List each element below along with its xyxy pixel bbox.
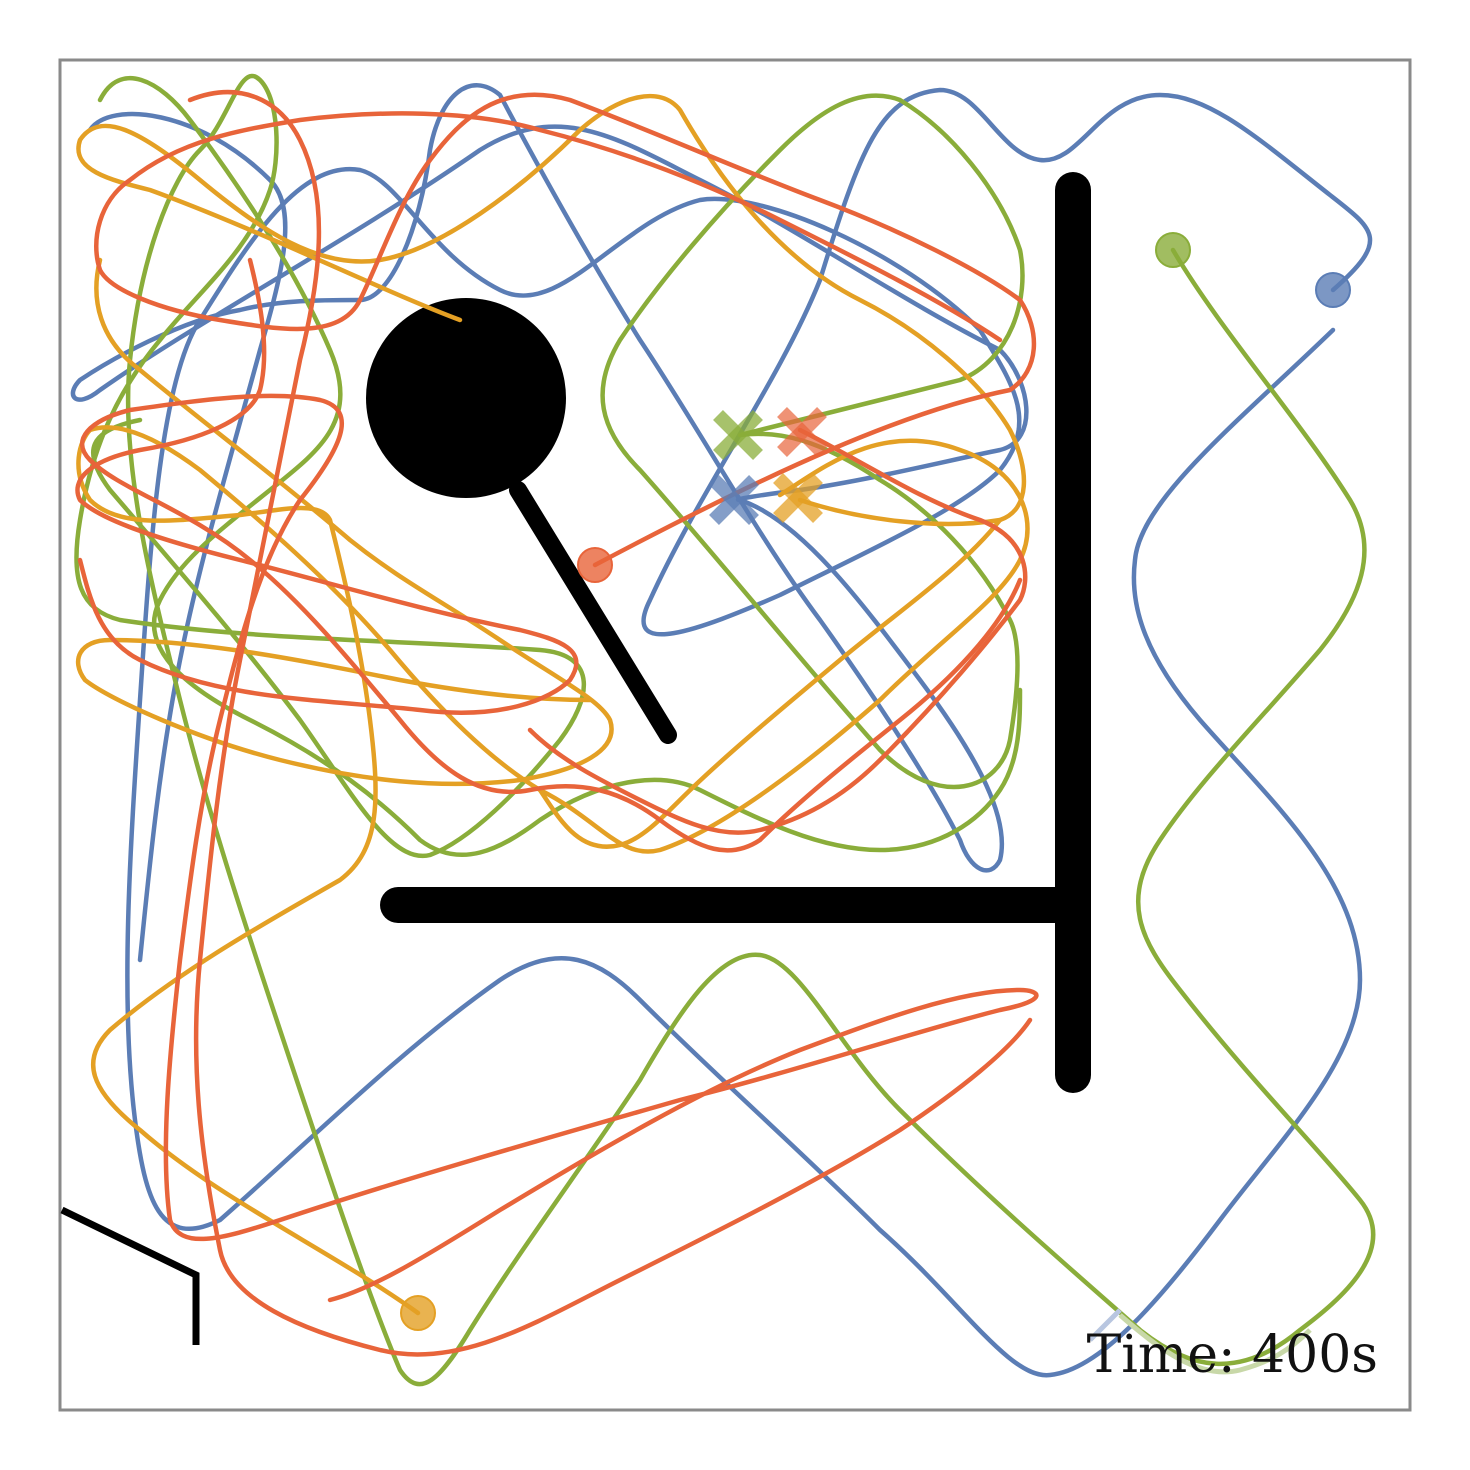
obstacles: [60, 172, 1091, 1345]
faded-trajectory-tail: [1118, 1313, 1312, 1375]
blue-agent-circle-icon: [1315, 272, 1351, 308]
time-label: Time: 400s: [1087, 1325, 1378, 1385]
orange-agent-circle-icon: [400, 1295, 436, 1331]
trajectories: [70, 73, 1376, 1387]
orange-trajectory-2: [76, 94, 1027, 527]
orange-goal-x-icon: [773, 473, 823, 523]
blue-goal-x-icon: [709, 475, 759, 525]
goal-markers: [709, 407, 827, 525]
red-agent-circle-icon: [577, 547, 613, 583]
green-goal-x-icon: [713, 410, 763, 460]
orange-trajectory-4: [537, 517, 1003, 849]
plot-frame: [58, 58, 1412, 1412]
orange-trajectory: [76, 425, 1030, 1316]
agent-markers: [400, 232, 1351, 1331]
corner-wall: [60, 1206, 200, 1345]
blue-trajectory-loop: [70, 83, 1029, 873]
red-trajectory-5: [187, 89, 1033, 1357]
round-obstacle: [366, 298, 566, 498]
red-trajectory-4: [75, 257, 579, 715]
diagonal-wall: [509, 481, 677, 744]
red-trajectory-3: [527, 427, 1028, 835]
blue-trajectory-2: [87, 111, 288, 963]
green-trajectory: [74, 73, 1376, 1387]
red-goal-x-icon: [777, 407, 827, 457]
red-trajectory: [94, 92, 1037, 568]
faded-trajectory-tail-blue: [1088, 1308, 1122, 1342]
green-agent-circle-icon: [1155, 232, 1191, 268]
